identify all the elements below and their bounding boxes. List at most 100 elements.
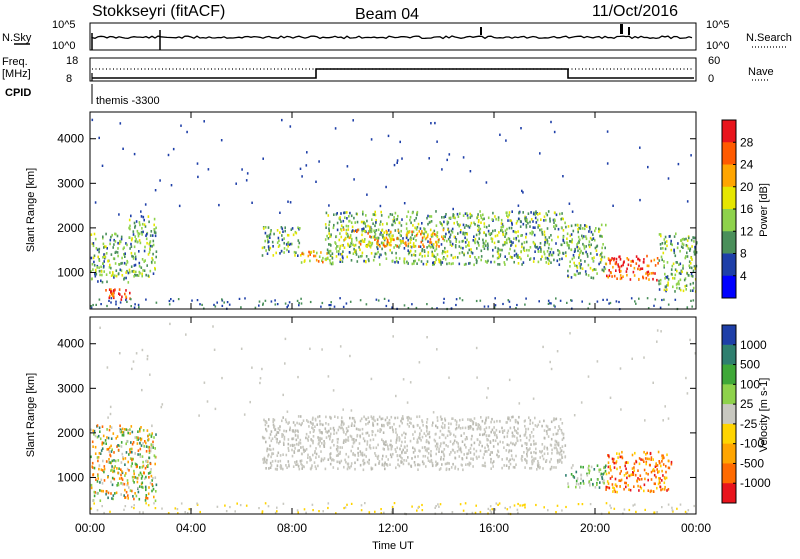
data-cell <box>506 241 508 245</box>
data-cell <box>243 413 246 416</box>
data-cell <box>459 297 461 300</box>
data-cell <box>575 482 578 486</box>
data-cell <box>612 460 614 463</box>
data-cell <box>571 210 574 213</box>
data-cell <box>398 257 401 260</box>
data-cell <box>141 348 144 352</box>
data-cell <box>485 416 488 420</box>
data-cell <box>486 450 488 453</box>
data-cell <box>550 253 553 257</box>
data-cell <box>397 458 399 462</box>
data-cell <box>291 443 294 447</box>
data-cell <box>525 436 528 440</box>
data-cell <box>101 443 103 446</box>
data-cell <box>377 299 380 302</box>
data-cell <box>418 245 420 248</box>
data-cell <box>391 445 393 448</box>
data-cell <box>645 453 647 456</box>
data-cell <box>483 247 486 250</box>
data-cell <box>341 255 344 258</box>
data-cell <box>112 289 115 292</box>
data-cell <box>620 408 622 411</box>
data-cell <box>550 466 553 470</box>
data-cell <box>105 289 107 292</box>
data-cell <box>416 415 418 419</box>
data-cell <box>485 244 487 247</box>
data-cell <box>119 428 122 432</box>
colorbar-segment <box>722 325 736 346</box>
data-cell <box>309 300 312 304</box>
data-cell <box>511 210 513 213</box>
data-cell <box>149 234 152 237</box>
data-cell <box>336 221 339 225</box>
data-cell <box>539 465 541 469</box>
data-cell <box>365 423 367 426</box>
data-cell <box>113 466 115 470</box>
data-cell <box>537 260 540 264</box>
data-cell <box>473 263 475 267</box>
data-cell <box>526 450 529 453</box>
data-cell <box>117 459 120 462</box>
data-cell <box>677 242 679 245</box>
time-axis-label: Time UT <box>372 540 414 552</box>
data-cell <box>653 258 656 262</box>
data-cell <box>97 280 99 283</box>
data-cell <box>566 301 568 304</box>
data-cell <box>336 250 338 253</box>
data-cell <box>561 445 564 448</box>
data-cell <box>577 503 580 506</box>
data-cell <box>127 281 130 284</box>
data-cell <box>586 474 589 477</box>
data-cell <box>670 462 673 466</box>
data-cell <box>500 229 502 232</box>
data-cell <box>557 444 560 447</box>
data-cell <box>131 462 133 465</box>
data-cell <box>670 239 672 243</box>
data-cell <box>549 217 551 221</box>
data-cell <box>464 426 467 430</box>
data-cell <box>330 301 332 304</box>
data-cell <box>457 232 459 235</box>
data-cell <box>264 299 267 302</box>
data-cell <box>440 457 442 461</box>
data-cell <box>135 436 138 439</box>
data-cell <box>339 345 342 348</box>
data-cell <box>145 502 147 505</box>
data-cell <box>298 422 301 426</box>
data-cell <box>406 232 408 235</box>
data-cell <box>383 442 385 446</box>
data-cell <box>665 476 668 480</box>
data-cell <box>503 435 506 439</box>
data-cell <box>126 479 129 482</box>
data-cell <box>645 272 647 275</box>
data-cell <box>360 452 363 455</box>
data-cell <box>269 466 272 469</box>
data-cell <box>349 354 351 358</box>
data-cell <box>561 456 563 459</box>
data-cell <box>634 473 637 477</box>
data-cell <box>421 503 423 507</box>
data-cell <box>414 449 416 452</box>
data-cell <box>523 433 526 437</box>
data-cell <box>416 232 419 235</box>
data-cell <box>508 467 510 470</box>
data-cell <box>118 292 120 295</box>
data-cell <box>410 221 412 225</box>
data-cell <box>121 430 124 434</box>
data-cell <box>381 417 384 420</box>
data-cell <box>688 264 691 268</box>
data-cell <box>519 220 522 223</box>
data-cell <box>506 227 508 231</box>
data-cell <box>589 482 591 486</box>
data-cell <box>627 258 630 262</box>
data-cell <box>95 478 97 481</box>
data-cell <box>685 512 688 515</box>
data-cell <box>421 435 424 439</box>
data-cell <box>339 452 341 455</box>
data-cell <box>397 261 399 264</box>
data-cell <box>397 214 399 218</box>
data-cell <box>365 303 368 306</box>
data-cell <box>245 504 248 507</box>
data-cell <box>144 466 147 470</box>
data-cell <box>675 283 678 286</box>
